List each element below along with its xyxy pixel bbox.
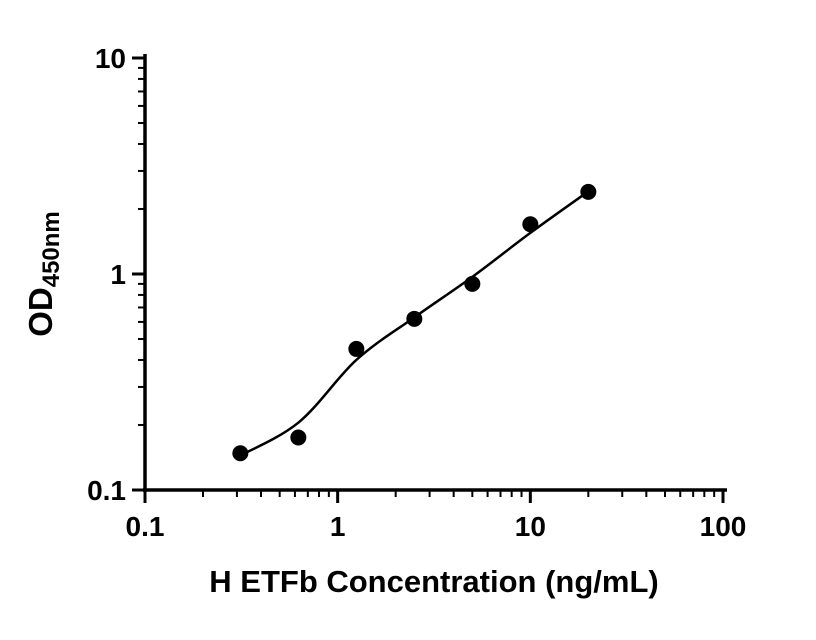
data-point (232, 445, 249, 462)
data-point (580, 183, 597, 200)
x-tick-label: 0.1 (126, 511, 165, 542)
y-axis-title: OD450nm (22, 211, 65, 337)
data-point (464, 275, 481, 292)
x-tick-label: 1 (330, 511, 346, 542)
data-point (348, 340, 365, 357)
data-point (406, 310, 423, 327)
data-point (290, 429, 307, 446)
y-tick-label: 10 (95, 43, 126, 74)
x-axis-title: H ETFb Concentration (ng/mL) (209, 564, 658, 599)
data-point (522, 216, 539, 233)
y-tick-label: 1 (110, 259, 126, 290)
y-tick-label: 0.1 (87, 475, 126, 506)
x-tick-label: 10 (515, 511, 546, 542)
x-tick-label: 100 (700, 511, 747, 542)
